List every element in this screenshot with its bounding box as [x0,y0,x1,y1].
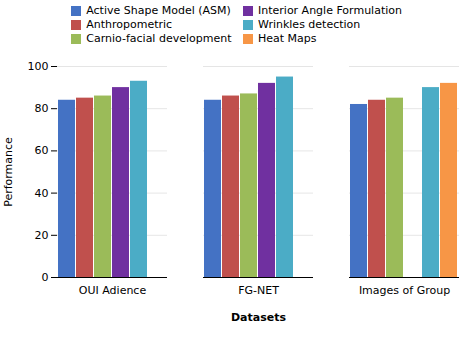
svg-text:0: 0 [42,271,49,284]
svg-text:80: 80 [35,102,49,115]
html-text:Anthropometric: Anthropometric [86,18,173,31]
svg-text:Images of Group: Images of Group [359,284,450,297]
svg-text:Performance: Performance [2,136,15,206]
svg-text:60: 60 [35,144,49,157]
svg-text:FG-NET: FG-NET [238,284,279,297]
svg-text:Datasets: Datasets [231,310,287,323]
svg-text:100: 100 [28,60,49,73]
svg-text:20: 20 [35,228,49,241]
html-text:Heat Maps: Heat Maps [258,32,317,45]
html-text:Active Shape Model (ASM): Active Shape Model (ASM) [86,4,231,17]
html-text:Carnio-facial development: Carnio-facial development [86,32,232,45]
html-text:Interior Angle Formulation: Interior Angle Formulation [258,4,402,17]
html-text:Wrinkles detection: Wrinkles detection [258,18,361,31]
svg-text:OUI Adience: OUI Adience [79,284,147,297]
svg-text:40: 40 [35,186,49,199]
